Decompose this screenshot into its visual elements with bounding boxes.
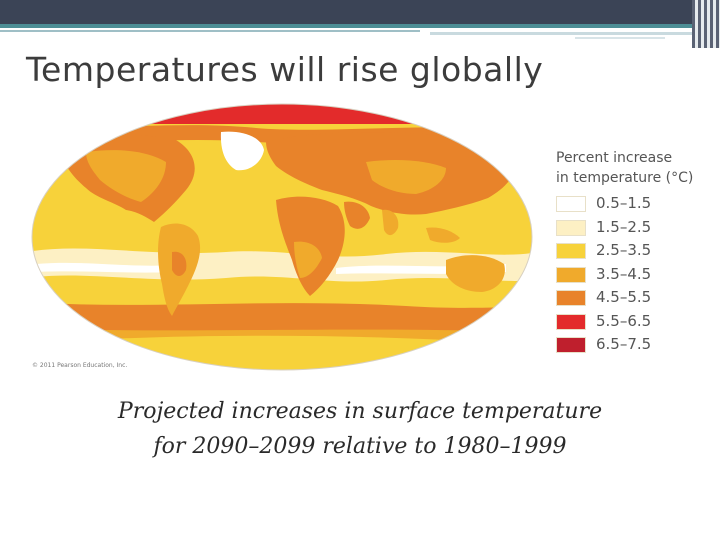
legend-item: 0.5–1.5: [556, 194, 696, 218]
legend-label: 1.5–2.5: [596, 217, 652, 236]
title-bar-band: [0, 0, 720, 24]
legend-swatch: [556, 219, 586, 236]
legend-item: 1.5–2.5: [556, 218, 696, 242]
legend-title-line: Percent increase: [556, 150, 673, 166]
legend-item: 5.5–6.5: [556, 312, 696, 336]
legend-label: 3.5–4.5: [596, 264, 652, 283]
legend-title-line: in temperature (°C): [556, 170, 694, 186]
copyright-credit: © 2011 Pearson Education, Inc.: [32, 362, 128, 369]
legend-swatch: [556, 243, 586, 259]
legend-item: 2.5–3.5: [556, 241, 696, 265]
legend-swatch: [556, 337, 586, 353]
legend-swatch: [556, 266, 586, 283]
accent-line: [430, 32, 700, 35]
legend-item: 3.5–4.5: [556, 265, 696, 289]
legend-label: 4.5–5.5: [596, 288, 652, 306]
legend-label: 0.5–1.5: [596, 194, 652, 212]
corner-stripes: [692, 0, 720, 48]
map-graphic: [31, 103, 533, 371]
legend-swatch: [556, 196, 586, 212]
world-temperature-map: [26, 102, 538, 372]
legend-swatch: [556, 290, 586, 306]
accent-line: [0, 30, 420, 32]
legend-label: 5.5–6.5: [596, 311, 652, 330]
legend-item: 4.5–5.5: [556, 288, 696, 312]
legend-title: Percent increase in temperature (°C): [556, 148, 693, 188]
accent-line: [575, 37, 665, 39]
slide-title: Temperatures will rise globally: [26, 50, 544, 89]
caption-line: Projected increases in surface temperatu…: [117, 399, 603, 424]
legend-swatch: [556, 313, 586, 330]
accent-line: [0, 24, 700, 28]
accent-lines: [0, 24, 720, 39]
map-legend: 0.5–1.5 1.5–2.5 2.5–3.5 3.5–4.5 4.5–5.5 …: [556, 194, 696, 359]
caption-line: for 2090–2099 relative to 1980–1999: [153, 434, 567, 459]
legend-label: 6.5–7.5: [596, 335, 652, 353]
legend-item: 6.5–7.5: [556, 335, 696, 359]
legend-label: 2.5–3.5: [596, 241, 652, 259]
